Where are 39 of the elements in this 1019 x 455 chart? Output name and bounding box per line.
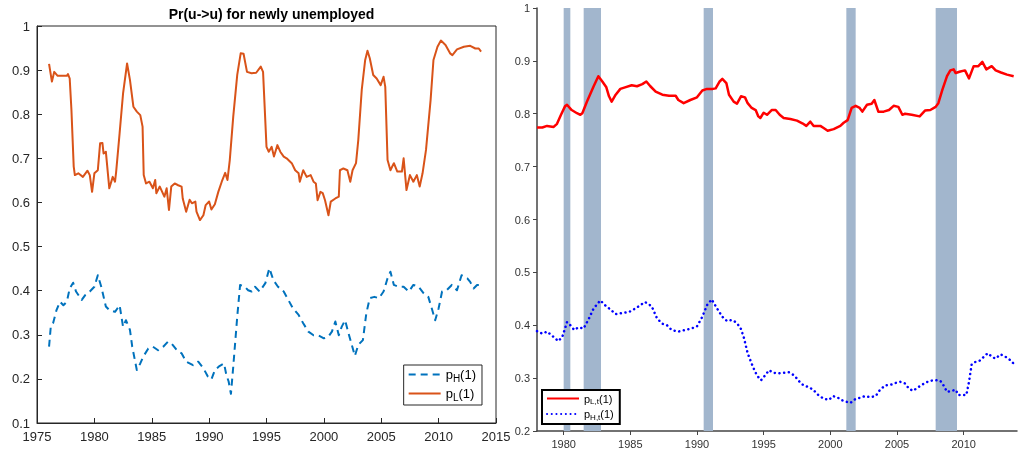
x-tick-label: 1990: [194, 429, 224, 444]
y-tick-label: 0.8: [11, 106, 30, 122]
x-tick-label: 2000: [818, 437, 843, 450]
y-tick-label: 0.3: [11, 327, 30, 343]
y-tick-label: 1: [523, 2, 530, 14]
x-tick-label: 1975: [22, 429, 52, 444]
y-tick-label: 0.3: [514, 372, 530, 385]
y-tick-label: 0.9: [514, 54, 530, 67]
line-series: [535, 60, 1015, 132]
x-tick-label: 2005: [366, 429, 396, 444]
y-tick-label: 0.2: [514, 425, 530, 437]
line-series: [535, 298, 1016, 405]
y-tick-label: 0.7: [514, 160, 530, 173]
x-tick-label: 1995: [252, 429, 281, 444]
x-tick-label: 1980: [551, 437, 576, 450]
x-tick-label: 1980: [79, 429, 109, 444]
y-tick-label: 0.6: [11, 194, 30, 210]
y-tick-label: 1: [22, 18, 30, 34]
x-tick-label: 2010: [951, 437, 976, 450]
x-tick-label: 2010: [424, 429, 454, 444]
y-tick-label: 0.4: [514, 319, 530, 332]
x-tick-label: 2015: [481, 429, 511, 444]
y-tick-label: 0.2: [11, 371, 30, 387]
x-tick-label: 1995: [751, 437, 776, 450]
y-tick-label: 0.5: [514, 266, 530, 279]
x-tick-label: 1985: [618, 437, 643, 450]
y-tick-label: 0.1: [11, 415, 30, 431]
x-tick-label: 1990: [684, 437, 710, 450]
y-tick-label: 0.7: [11, 150, 30, 166]
x-tick-label: 2000: [309, 429, 339, 444]
chart-title: Pr(u->u) for newly unemployed: [168, 6, 375, 22]
y-tick-label: 0.9: [11, 62, 30, 78]
y-tick-label: 0.6: [514, 213, 530, 226]
x-tick-label: 2005: [884, 437, 910, 450]
x-tick-label: 1985: [137, 429, 167, 444]
y-tick-label: 0.8: [514, 107, 530, 120]
line-series: [48, 39, 483, 222]
y-tick-label: 0.4: [11, 283, 30, 299]
y-tick-label: 0.5: [11, 239, 30, 255]
